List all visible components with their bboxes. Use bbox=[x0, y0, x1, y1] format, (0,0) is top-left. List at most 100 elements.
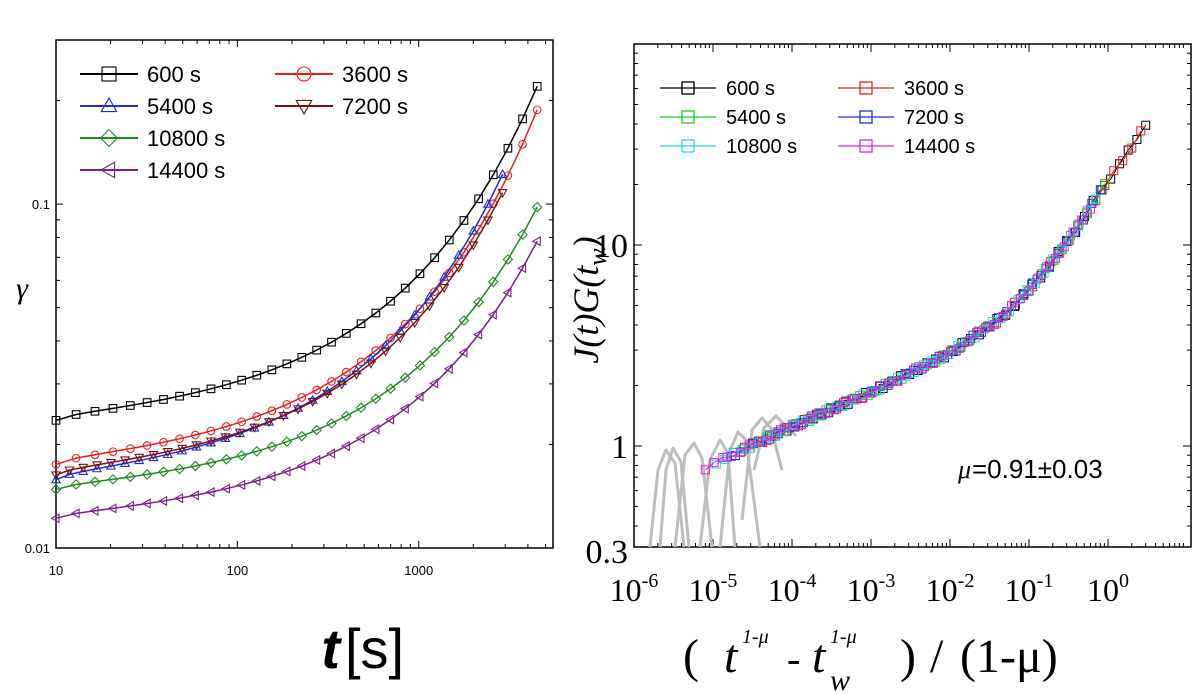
data-point bbox=[312, 345, 322, 355]
data-point bbox=[50, 484, 62, 495]
mu-annotation-symbol: μ bbox=[957, 455, 971, 484]
series-line bbox=[55, 86, 538, 422]
gray-fit-curve bbox=[648, 448, 686, 548]
legend-label: 3600 s bbox=[342, 62, 408, 87]
data-point bbox=[1085, 204, 1095, 214]
data-point bbox=[910, 363, 920, 373]
data-point bbox=[90, 406, 100, 416]
data-point bbox=[236, 450, 247, 461]
legend-entry: 7200 s bbox=[838, 107, 964, 129]
data-point bbox=[1027, 279, 1037, 289]
left-x-tick-labels: 10 100 1000 bbox=[49, 563, 433, 578]
legend-marker bbox=[99, 161, 116, 179]
data-point bbox=[159, 437, 168, 447]
data-point bbox=[191, 388, 200, 397]
data-point bbox=[700, 465, 710, 475]
data-point bbox=[893, 376, 903, 386]
data-point bbox=[267, 365, 277, 375]
data-point bbox=[206, 384, 216, 394]
data-point bbox=[858, 393, 868, 403]
y-tick-label: 0.1 bbox=[32, 197, 50, 212]
data-point bbox=[108, 404, 118, 413]
data-point bbox=[1114, 159, 1124, 169]
data-point bbox=[175, 434, 184, 444]
data-point bbox=[503, 143, 513, 153]
data-point bbox=[468, 241, 479, 251]
data-point bbox=[488, 170, 498, 180]
data-point bbox=[1095, 185, 1105, 195]
data-point bbox=[327, 377, 336, 386]
right-series-group bbox=[700, 120, 1151, 475]
data-point bbox=[249, 423, 260, 433]
data-point bbox=[296, 460, 306, 472]
data-point bbox=[1033, 273, 1043, 283]
data-point bbox=[174, 463, 185, 475]
x-tick-exponent: -3 bbox=[879, 570, 896, 592]
data-point bbox=[386, 296, 395, 306]
left-x-axis-label-var: t bbox=[321, 617, 342, 680]
data-point bbox=[50, 471, 62, 481]
data-point bbox=[415, 304, 425, 314]
data-point bbox=[341, 329, 351, 338]
data-point bbox=[281, 436, 293, 448]
data-point bbox=[459, 216, 469, 225]
data-point bbox=[531, 236, 541, 247]
data-point bbox=[727, 452, 737, 462]
right-x-label-slash: / bbox=[930, 630, 944, 683]
data-point bbox=[297, 393, 307, 402]
left-series-group bbox=[50, 81, 543, 524]
x-tick-label: 10-5 bbox=[689, 570, 738, 608]
data-point bbox=[327, 337, 336, 347]
data-point bbox=[963, 337, 973, 347]
gray-fit-curve bbox=[718, 430, 762, 548]
data-point bbox=[71, 453, 81, 463]
legend-entry: 3600 s bbox=[275, 62, 408, 87]
data-point bbox=[108, 447, 118, 457]
data-point bbox=[322, 389, 333, 399]
legend-label: 14400 s bbox=[147, 158, 225, 183]
series-600s bbox=[51, 81, 542, 425]
data-point bbox=[105, 460, 117, 470]
left-x-axis-label-unit: [s] bbox=[345, 617, 404, 680]
data-point bbox=[1077, 215, 1087, 225]
data-point bbox=[1036, 271, 1046, 281]
data-point bbox=[517, 229, 528, 240]
data-point bbox=[430, 287, 439, 297]
mu-annotation-value: =0.91±0.03 bbox=[972, 454, 1103, 484]
left-panel: 10 100 1000 0.01 0.1 600 s 3600 s 5400 s 7200 … bbox=[16, 39, 554, 680]
rseries-5400s bbox=[728, 179, 1109, 457]
data-point bbox=[901, 371, 911, 381]
data-point bbox=[355, 433, 365, 444]
data-point bbox=[770, 430, 780, 440]
data-point bbox=[356, 357, 366, 367]
data-point bbox=[1082, 205, 1092, 215]
data-point bbox=[70, 508, 80, 519]
data-point bbox=[307, 397, 318, 407]
data-point bbox=[89, 476, 101, 488]
series-line bbox=[733, 183, 1105, 453]
data-point bbox=[91, 461, 103, 471]
right-y-label-main: J(t)G(t bbox=[566, 265, 606, 364]
legend-marker bbox=[100, 96, 118, 113]
data-point bbox=[124, 471, 136, 483]
data-point bbox=[487, 276, 499, 288]
data-point bbox=[444, 235, 454, 245]
gray-fit-curve bbox=[740, 416, 784, 521]
legend-entry: 3600 s bbox=[838, 78, 964, 100]
x-tick-base: 10 bbox=[1087, 572, 1119, 608]
data-point bbox=[849, 393, 859, 403]
legend-label: 10800 s bbox=[147, 126, 225, 151]
legend-entry: 10800 s bbox=[80, 126, 225, 151]
data-point bbox=[762, 436, 772, 446]
data-point bbox=[326, 418, 337, 429]
data-point bbox=[424, 302, 435, 312]
data-point bbox=[497, 189, 508, 199]
legend-label: 7200 s bbox=[904, 107, 964, 129]
data-point bbox=[175, 391, 184, 401]
data-point bbox=[205, 457, 217, 469]
legend-label: 7200 s bbox=[342, 94, 408, 119]
data-point bbox=[458, 347, 468, 358]
data-point bbox=[236, 479, 246, 491]
data-point bbox=[1074, 221, 1084, 231]
data-point bbox=[395, 333, 406, 343]
